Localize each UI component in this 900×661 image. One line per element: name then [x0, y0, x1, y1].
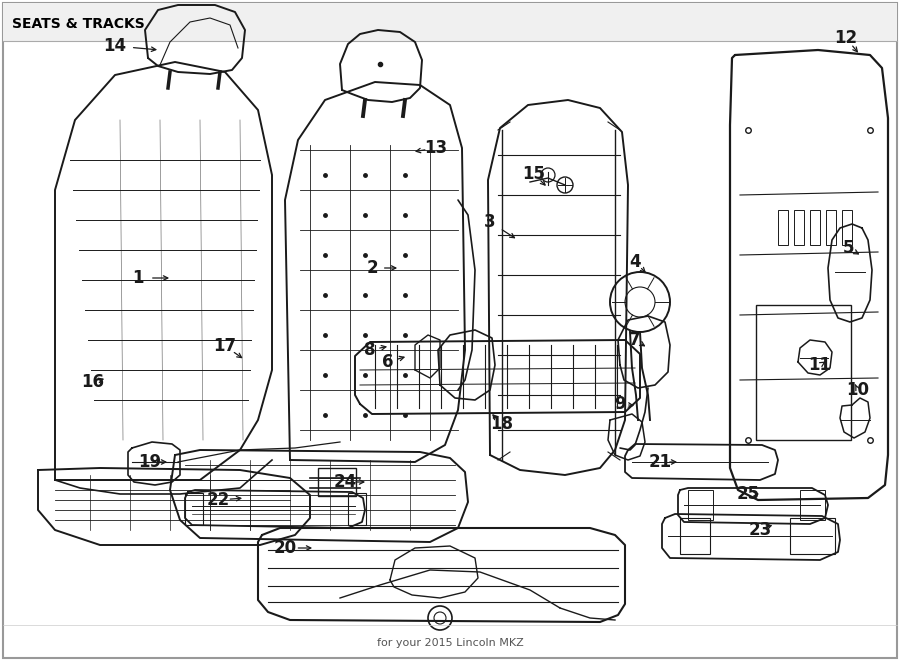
Text: 16: 16 — [82, 373, 104, 391]
Bar — [756, 305, 851, 440]
Text: 18: 18 — [491, 415, 514, 433]
Text: SEATS & TRACKS: SEATS & TRACKS — [12, 17, 145, 31]
Text: 25: 25 — [736, 485, 760, 503]
Bar — [318, 468, 356, 496]
Text: 4: 4 — [629, 253, 641, 271]
Bar — [794, 210, 804, 245]
Text: 17: 17 — [213, 337, 237, 355]
Bar — [688, 490, 713, 520]
Text: 22: 22 — [206, 491, 230, 509]
Text: 8: 8 — [364, 341, 376, 359]
Text: 21: 21 — [648, 453, 671, 471]
Bar — [810, 210, 820, 245]
Text: 11: 11 — [808, 356, 832, 374]
Bar — [348, 493, 366, 525]
Text: 2: 2 — [366, 259, 378, 277]
Text: 23: 23 — [749, 521, 771, 539]
Bar — [778, 210, 788, 245]
Text: for your 2015 Lincoln MKZ: for your 2015 Lincoln MKZ — [376, 638, 524, 648]
Text: 10: 10 — [847, 381, 869, 399]
Bar — [680, 518, 710, 554]
Text: 15: 15 — [523, 165, 545, 183]
Bar — [790, 518, 835, 554]
Bar — [3, 3, 897, 41]
Text: 5: 5 — [842, 239, 854, 257]
Text: 1: 1 — [132, 269, 144, 287]
Text: 9: 9 — [614, 395, 626, 413]
Text: 12: 12 — [834, 29, 858, 47]
Bar — [185, 493, 203, 525]
Text: 20: 20 — [274, 539, 297, 557]
Text: 13: 13 — [425, 139, 447, 157]
Text: 14: 14 — [104, 37, 127, 55]
Text: 3: 3 — [484, 213, 496, 231]
Bar — [800, 490, 825, 520]
Text: 6: 6 — [382, 353, 394, 371]
Text: 7: 7 — [629, 331, 641, 349]
Bar — [842, 210, 852, 245]
Bar — [826, 210, 836, 245]
Text: 19: 19 — [139, 453, 162, 471]
Text: 24: 24 — [333, 473, 356, 491]
